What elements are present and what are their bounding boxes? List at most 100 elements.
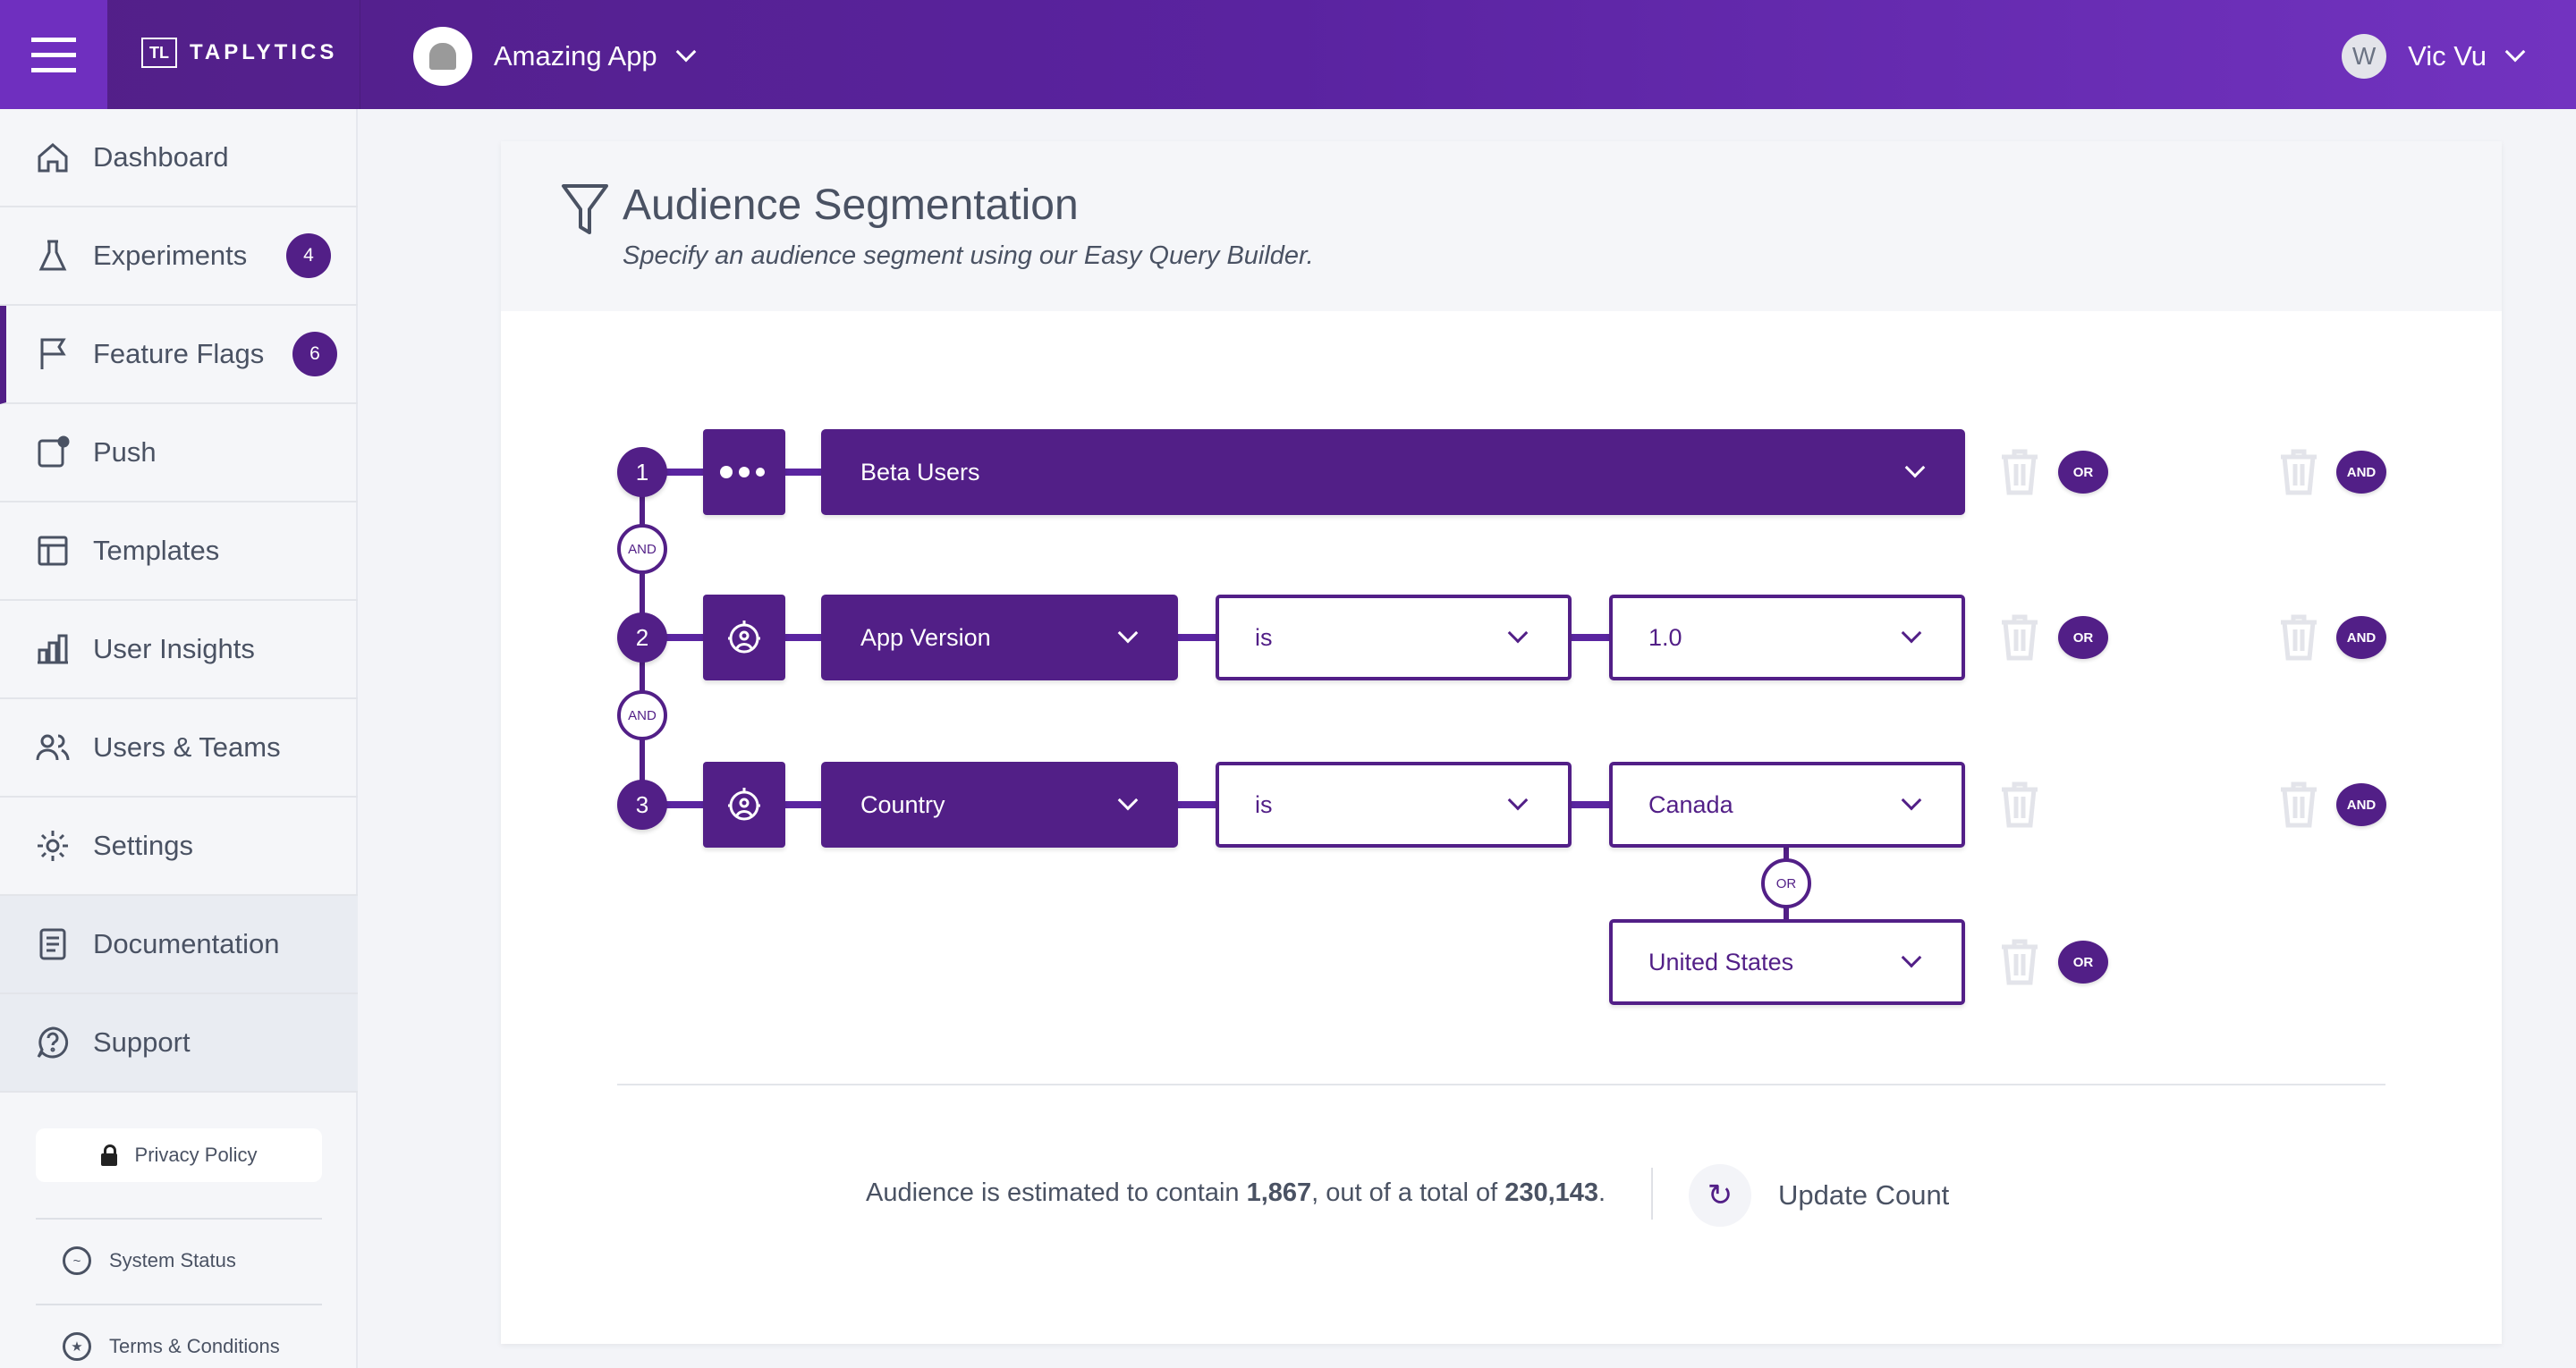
app-name: Amazing App — [494, 40, 657, 72]
sidebar-item-settings[interactable]: Settings — [0, 798, 358, 896]
menu-icon[interactable] — [0, 0, 107, 109]
system-status-label: System Status — [109, 1249, 236, 1271]
delete-group-button[interactable] — [2277, 781, 2320, 833]
attribute-select[interactable]: App Version — [821, 595, 1178, 680]
chevron-down-icon — [2504, 41, 2526, 63]
chevron-down-icon — [1507, 790, 1529, 811]
sidebar-item-documentation[interactable]: Documentation — [0, 896, 358, 994]
sidebar-item-experiments[interactable]: Experiments 4 — [0, 207, 358, 306]
attribute-select[interactable]: Country — [821, 762, 1178, 848]
connector-line — [1572, 634, 1611, 641]
delete-condition-button[interactable] — [1998, 448, 2041, 501]
delete-group-button[interactable] — [2277, 613, 2320, 666]
system-status-link[interactable]: ~ System Status — [63, 1246, 236, 1275]
condition-number: 1 — [617, 447, 667, 497]
operator-select[interactable]: is — [1216, 762, 1572, 848]
condition-number: 2 — [617, 612, 667, 663]
terms-link[interactable]: ★ Terms & Conditions — [63, 1332, 280, 1361]
page-title: Audience Segmentation — [623, 182, 1079, 229]
chevron-down-icon — [1901, 622, 1922, 644]
sidebar-item-label: Push — [93, 436, 157, 468]
value-select[interactable]: United States — [1609, 919, 1965, 1005]
star-icon: ★ — [63, 1332, 91, 1361]
delete-group-button[interactable] — [2277, 448, 2320, 501]
logo-mark: TL — [141, 38, 177, 68]
update-count-button[interactable]: ↻ Update Count — [1689, 1164, 1949, 1227]
document-icon — [39, 928, 66, 960]
gear-icon — [38, 831, 68, 861]
sidebar-item-templates[interactable]: Templates — [0, 502, 358, 601]
logo[interactable]: TL TAPLYTICS — [141, 38, 337, 68]
flask-icon — [38, 240, 67, 271]
sidebar-item-dashboard[interactable]: Dashboard — [0, 109, 358, 207]
trash-icon — [2002, 781, 2038, 828]
target-user-icon — [728, 621, 760, 654]
trash-icon — [2281, 449, 2317, 495]
delete-condition-button[interactable] — [1998, 613, 2041, 666]
condition-type-button[interactable] — [703, 762, 785, 848]
sidebar-item-users-teams[interactable]: Users & Teams — [0, 699, 358, 798]
trash-icon — [2002, 614, 2038, 661]
sidebar-item-label: Feature Flags — [93, 338, 265, 369]
and-connector: AND — [617, 690, 667, 740]
users-icon — [36, 734, 70, 761]
connector-line — [1178, 634, 1217, 641]
segment-select[interactable]: Beta Users — [821, 429, 1965, 515]
value-select[interactable]: Canada — [1609, 762, 1965, 848]
top-bar — [0, 0, 2576, 109]
home-icon — [38, 143, 68, 173]
question-icon — [37, 1026, 69, 1059]
update-count-label: Update Count — [1778, 1179, 1950, 1211]
trash-icon — [2281, 614, 2317, 661]
sidebar-item-label: Users & Teams — [93, 731, 281, 763]
add-or-button[interactable]: OR — [2058, 616, 2108, 659]
condition-type-button[interactable] — [703, 595, 785, 680]
condition-number: 3 — [617, 780, 667, 830]
divider — [617, 1084, 2385, 1085]
add-or-button[interactable]: OR — [2058, 941, 2108, 984]
condition-type-button[interactable] — [703, 429, 785, 515]
audience-total: 230,143 — [1504, 1178, 1599, 1207]
add-and-button[interactable]: AND — [2336, 451, 2386, 494]
chevron-down-icon — [1901, 790, 1922, 811]
add-and-button[interactable]: AND — [2336, 616, 2386, 659]
chevron-down-icon — [1507, 622, 1529, 644]
privacy-policy-button[interactable]: Privacy Policy — [36, 1128, 322, 1182]
value-select[interactable]: 1.0 — [1609, 595, 1965, 680]
sidebar-item-label: Templates — [93, 535, 220, 566]
chevron-down-icon — [1901, 947, 1922, 968]
chevron-down-icon — [1904, 457, 1926, 478]
terms-label: Terms & Conditions — [109, 1335, 280, 1357]
lock-icon — [100, 1144, 117, 1166]
sidebar-item-push[interactable]: Push — [0, 404, 358, 502]
app-selector[interactable]: Amazing App — [413, 27, 696, 86]
sidebar-item-support[interactable]: Support — [0, 994, 358, 1093]
more-icon — [720, 466, 765, 478]
android-icon — [413, 27, 472, 86]
sidebar-item-label: Documentation — [93, 928, 280, 959]
sidebar-item-user-insights[interactable]: User Insights — [0, 601, 358, 699]
count-badge: 4 — [286, 233, 331, 278]
or-connector: OR — [1761, 858, 1811, 908]
audience-card: Audience Segmentation Specify an audienc… — [501, 141, 2502, 1344]
divider — [1651, 1168, 1653, 1220]
operator-select[interactable]: is — [1216, 595, 1572, 680]
chevron-down-icon — [1117, 790, 1139, 811]
add-and-button[interactable]: AND — [2336, 783, 2386, 826]
divider — [36, 1304, 322, 1305]
add-or-button[interactable]: OR — [2058, 451, 2108, 494]
connector-line — [1178, 801, 1217, 808]
card-header — [501, 141, 2502, 311]
divider — [36, 1218, 322, 1220]
connector-line — [1572, 801, 1611, 808]
refresh-icon: ↻ — [1689, 1164, 1751, 1227]
sidebar-item-feature-flags[interactable]: Feature Flags 6 — [0, 306, 358, 404]
user-menu[interactable]: W Vic Vu — [2342, 34, 2526, 79]
bar-chart-icon — [38, 634, 68, 664]
delete-value-button[interactable] — [1998, 938, 2041, 991]
delete-condition-button[interactable] — [1998, 781, 2041, 833]
trash-icon — [2281, 781, 2317, 828]
brand-name: TAPLYTICS — [190, 40, 338, 64]
trash-icon — [2002, 939, 2038, 985]
count-badge: 6 — [292, 332, 337, 376]
